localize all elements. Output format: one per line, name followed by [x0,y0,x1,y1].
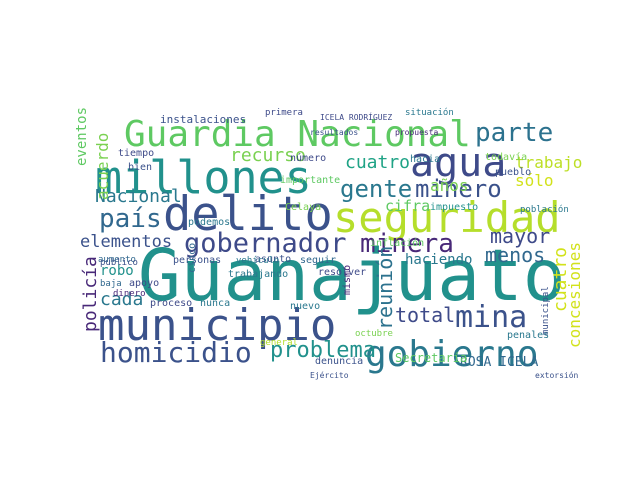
word: apoyo [129,278,159,289]
word: penales [507,330,549,341]
word: cada [100,289,143,310]
word: mina [455,300,527,335]
word: total [395,303,455,327]
word: mayor [490,224,550,248]
word: minera [360,229,454,259]
word: menos [485,243,545,267]
word: problema [270,338,376,363]
word: situación [405,107,454,118]
word: número [290,152,326,164]
word: Guanajuato [138,234,565,317]
word: población [520,204,569,215]
word: podemos [188,217,230,228]
word: cuatro [345,152,410,173]
word: trabajando [228,269,288,280]
word: delito [163,187,333,242]
word: propuesta [395,128,439,137]
word: primera [265,108,303,118]
word: importante [280,175,340,186]
word: policía [80,256,101,332]
word: proceso [150,298,192,309]
word: Secretaría [395,351,467,365]
word: minero [415,175,502,203]
word: vehículo [236,256,279,266]
word: aumento [98,255,136,265]
word: Nacional [95,186,182,207]
word: municipio [98,300,336,351]
word: dinero [113,289,146,299]
word: baja [100,279,122,289]
word: bien [128,162,152,173]
word: resultados [310,128,358,137]
word: cuatro [550,247,571,312]
word: mismo [342,265,353,295]
word: seguir [300,255,336,266]
word: pueblo [495,167,531,178]
word: cifra [385,197,430,215]
word: reunión [373,246,397,330]
word: asunto [255,254,291,265]
word: extorsión [535,370,579,380]
word: millones [95,151,312,204]
word: inflación [370,237,424,249]
word: público [100,258,138,268]
word: acuerdo [93,133,112,200]
word: Celaya [285,202,321,213]
word: gobierno [365,334,538,375]
word: tiempo [118,148,154,159]
word: haciendo [405,252,472,268]
word: octubre [355,329,393,339]
word: país [99,204,162,234]
word: homicidio [100,336,252,369]
word: eventos [74,107,90,166]
word: resolver [318,267,366,278]
word: Ejército [310,370,349,380]
word: años [430,176,469,195]
word: general [260,338,298,348]
word: impuesto [430,202,478,213]
word: concesiones [565,242,584,348]
word: gente [340,175,412,203]
word: nunca [200,298,230,309]
word: seguridad [333,193,561,242]
word: denuncia [315,356,363,367]
word: sólo [515,171,554,190]
word: todavía [485,151,527,163]
word: personas [173,255,221,266]
word: ICELA RODRÍGUEZ [320,111,392,122]
word: Guardia Nacional [124,114,471,155]
word: recurso [230,145,306,166]
word: agua [410,140,506,186]
word: hacia [410,154,440,165]
word: trabajo [515,153,582,172]
word: instalaciones [160,113,246,126]
word: ROSA ICELA [460,355,538,370]
word: nuevo [290,301,320,312]
word: municipal [541,286,551,335]
word: cinco [187,243,198,273]
word: gobernador [184,228,347,259]
word: elementos [80,232,172,252]
word: robo [100,263,134,279]
word: parte [475,118,553,148]
